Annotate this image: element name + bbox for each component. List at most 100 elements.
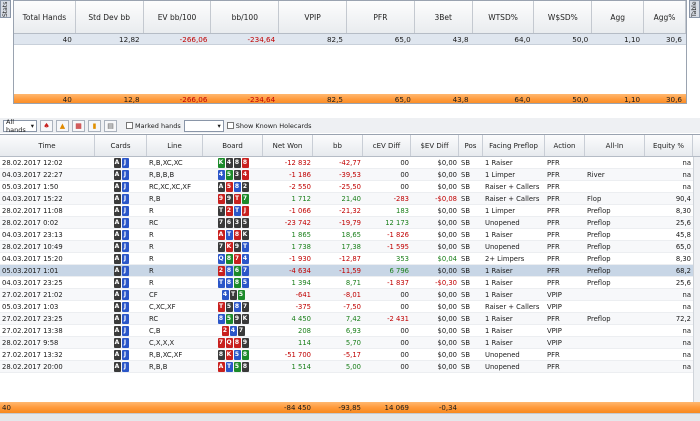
table-row[interactable]: 27.02.2017 21:02 A J CF 4 T 5 -641 -8,01 00 $0,00 S… — [0, 289, 700, 301]
playing-card: 6 — [225, 217, 233, 228]
report-icon[interactable]: ▤ — [104, 119, 117, 132]
sev-diff-cell: $0,00 — [437, 314, 457, 323]
stats-header-cell[interactable]: VPIP — [279, 1, 347, 33]
stats-side-tab[interactable]: Stats — [0, 0, 11, 18]
playing-card: 8 — [241, 157, 249, 168]
grid-header-cell[interactable]: Time — [0, 135, 95, 156]
grid-header-cell[interactable]: Board — [203, 135, 263, 156]
stats-cell: 43,8 — [452, 34, 469, 44]
stats-header-cell[interactable]: Total Hands — [14, 1, 76, 33]
stats-header-cell[interactable]: Agg% — [644, 1, 686, 33]
tag-icon[interactable]: ▲ — [56, 119, 69, 132]
grid-header-cell[interactable]: Equity % — [645, 135, 693, 156]
stats-header-cell[interactable]: EV bb/100 — [144, 1, 212, 33]
table-row[interactable]: 04.03.2017 22:27 A J R,B,B,B 4 5 3 4 -1 186 -39,5… — [0, 169, 700, 181]
facing-preflop-cell: 1 Limper — [485, 206, 516, 215]
stats-header-cell[interactable]: Agg — [592, 1, 645, 33]
playing-card: 8 — [233, 301, 241, 312]
grid-header-cell[interactable]: All-In — [585, 135, 645, 156]
stats-header-cell[interactable]: Std Dev bb — [76, 1, 144, 33]
stats-header-cell[interactable]: 3Bet — [415, 1, 473, 33]
color-grid-icon[interactable]: ▦ — [72, 119, 85, 132]
facing-preflop-cell: 1 Limper — [485, 170, 516, 179]
net-won-cell: -51 700 — [284, 350, 311, 359]
playing-card: 7 — [241, 265, 249, 276]
playing-card: A — [113, 193, 121, 204]
sev-diff-cell: $0,04 — [437, 254, 457, 263]
table-row[interactable]: 28.02.2017 9:58 A J C,X,X,X 7 Q 8 9 114 5,70 00 $0,… — [0, 337, 700, 349]
grid-header-cell[interactable]: Line — [147, 135, 203, 156]
table-side-tab[interactable]: Table — [689, 0, 700, 18]
playing-card: A — [113, 229, 121, 240]
grid-header-cell[interactable]: Pos — [459, 135, 483, 156]
table-row[interactable]: 28.02.2017 20:00 A J R,B,B A T 5 8 1 514 5,00 00 $0… — [0, 361, 700, 373]
grid-header-cell[interactable]: Net Won — [263, 135, 313, 156]
table-row[interactable]: 28.02.2017 11:08 A J R T 2 T J -1 066 -21,32 183 $0… — [0, 205, 700, 217]
playing-card: 5 — [225, 313, 233, 324]
time-cell: 27.02.2017 21:02 — [2, 290, 63, 299]
bb-cell: -12,87 — [339, 254, 361, 263]
marked-hands-checkbox[interactable]: Marked hands — [126, 122, 181, 130]
action-cell: PFR — [547, 278, 560, 287]
bb-cell: -5,17 — [343, 350, 361, 359]
grid-header-cell[interactable]: $EV Diff — [411, 135, 459, 156]
table-row[interactable]: 28.02.2017 12:02 A J R,B,XC,XC K 4 8 8 -12 832 -4… — [0, 157, 700, 169]
hand-filter-select[interactable]: All hands ▾ — [3, 117, 37, 134]
grid-header-cell[interactable]: cEV Diff — [363, 135, 411, 156]
playing-card: 5 — [241, 277, 249, 288]
stats-header-cell[interactable]: PFR — [347, 1, 415, 33]
playing-card: 2 — [241, 181, 249, 192]
playing-card: K — [225, 241, 233, 252]
table-row[interactable]: 04.03.2017 23:25 A J R T 8 8 5 1 394 8,71 -1 837 -$… — [0, 277, 700, 289]
vertical-scrollbar[interactable] — [693, 157, 700, 402]
table-row[interactable]: 04.03.2017 15:20 A J R Q 8 7 4 -1 930 -12,87 353 $0… — [0, 253, 700, 265]
table-row[interactable]: 27.02.2017 13:38 A J C,B 2 4 7 208 6,93 00 $0,00 SB… — [0, 325, 700, 337]
facing-preflop-cell: Raiser + Callers — [485, 302, 540, 311]
grid-header-cell[interactable]: bb — [313, 135, 363, 156]
time-cell: 27.02.2017 13:32 — [2, 350, 63, 359]
cards-filter-icon[interactable]: ♠ — [40, 119, 53, 132]
table-row[interactable]: 28.02.2017 10:49 A J R 7 K 9 T 1 738 17,38 -1 595 $… — [0, 241, 700, 253]
grid-header-cell[interactable]: Facing Preflop — [483, 135, 545, 156]
facing-preflop-cell: Unopened — [485, 362, 520, 371]
table-row[interactable]: 05.03.2017 1:01 A J R 2 8 6 7 -4 634 -11,59 6 796 $… — [0, 265, 700, 277]
total-cell: -84 450 — [283, 403, 311, 412]
horizontal-scrollbar[interactable] — [0, 413, 700, 421]
position-cell: SB — [461, 230, 470, 239]
time-cell: 28.02.2017 20:00 — [2, 362, 63, 371]
stats-cell: -266,06 — [179, 95, 208, 104]
stats-header-cell[interactable]: WTSD% — [473, 1, 535, 33]
marked-hands-select[interactable]: ▾ — [183, 119, 224, 132]
table-row[interactable]: 05.03.2017 1:03 A J C,XC,XF T 5 8 7 -375 -7,50 00 $… — [0, 301, 700, 313]
net-won-cell: -375 — [295, 302, 311, 311]
grid-header-cell[interactable]: Action — [545, 135, 585, 156]
table-row[interactable]: 05.03.2017 1:50 A J RC,XC,XC,XF A 5 8 2 -2 550 -2… — [0, 181, 700, 193]
table-row[interactable]: 27.02.2017 13:32 A J R,B,XC,XF 8 K 5 8 -51 700 -5… — [0, 349, 700, 361]
allin-cell: Flop — [587, 194, 602, 203]
table-row[interactable]: 27.02.2017 23:25 A J RC 8 5 9 K 4 450 7,42 -2 431 $… — [0, 313, 700, 325]
position-cell: SB — [461, 326, 470, 335]
grid-header-cell[interactable]: Cards — [95, 135, 147, 156]
table-row[interactable]: 04.03.2017 23:13 A J R A T 8 K 1 865 18,65 -1 826 $… — [0, 229, 700, 241]
bar-chart-icon[interactable]: ▮ — [88, 119, 101, 132]
show-holecards-checkbox[interactable]: Show Known Holecards — [226, 122, 312, 130]
hands-grid: Time Cards Line Board Net Won bb cEV Diff $EV D… — [0, 134, 700, 421]
hand-filter-value: All hands — [6, 117, 26, 134]
stats-header-cell[interactable]: bb/100 — [211, 1, 280, 33]
line-cell: RC — [149, 314, 159, 323]
grid-body: 28.02.2017 12:02 A J R,B,XC,XC K 4 8 8 -12 832 -4… — [0, 157, 700, 373]
stats-header-cell[interactable]: W$SD% — [534, 1, 593, 33]
table-row[interactable]: 04.03.2017 15:22 A J R,B 9 9 T 7 1 712 21,40 -283 -… — [0, 193, 700, 205]
stats-summary-row[interactable]: 40 12,82 -266,06 -234,64 82,5 65,0 43,8 64,0 50,… — [14, 34, 686, 45]
table-row[interactable]: 28.02.2017 0:02 A J RC 7 6 3 5 -23 742 -19,79 12 1… — [0, 217, 700, 229]
playing-card: J — [121, 301, 129, 312]
